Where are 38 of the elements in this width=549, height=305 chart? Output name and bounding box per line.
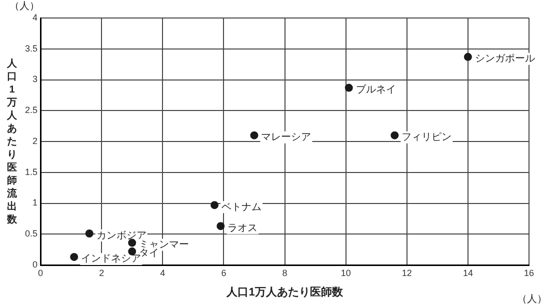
- annotation: シンガポール: [474, 54, 535, 65]
- text: （人）: [517, 294, 547, 305]
- annotation: ラオス: [228, 222, 258, 234]
- x-tick-label: 8: [282, 268, 288, 278]
- y-tick-label: 2: [32, 136, 38, 146]
- y-tick-label: 3: [32, 74, 38, 84]
- x-tick-label: 14: [462, 268, 473, 278]
- point: [85, 230, 94, 238]
- point: [464, 52, 472, 61]
- x-tick-label: 4: [160, 268, 166, 278]
- y-tick-label: 0.5: [24, 228, 38, 239]
- x-tick-label: 2: [99, 268, 104, 278]
- y-tick-label: 3.5: [24, 43, 38, 54]
- text: （人）: [10, 0, 40, 12]
- annotation: ブルネイ: [356, 84, 396, 96]
- x-tick-label: 12: [402, 268, 412, 278]
- y-tick-label: 1.5: [24, 166, 38, 177]
- annotation: マレーシア: [261, 132, 312, 144]
- point: [128, 247, 136, 256]
- point: [250, 131, 258, 140]
- y-tick-label: 2.5: [24, 105, 38, 116]
- point: [344, 84, 353, 92]
- y-tick-label: 0: [32, 259, 38, 270]
- point: [70, 252, 78, 261]
- point: [390, 131, 399, 140]
- text: 人口1万人あたり医師流出数: [7, 58, 17, 226]
- x-tick-label: 6: [221, 268, 226, 278]
- annotation: ベトナム: [222, 202, 262, 213]
- point: [210, 201, 219, 210]
- annotation: カンボジア: [96, 230, 146, 242]
- x-tick-label: 10: [340, 268, 351, 278]
- annotation: インドネシア: [81, 254, 142, 265]
- x-tick-label: 16: [524, 268, 534, 278]
- annotation: フィリピン: [402, 132, 452, 144]
- y-tick-label: 4: [32, 12, 38, 22]
- y-tick-label: 1: [32, 198, 38, 208]
- point: [216, 222, 225, 230]
- x-axis-title: 人口1万人あたり医師数: [226, 285, 344, 298]
